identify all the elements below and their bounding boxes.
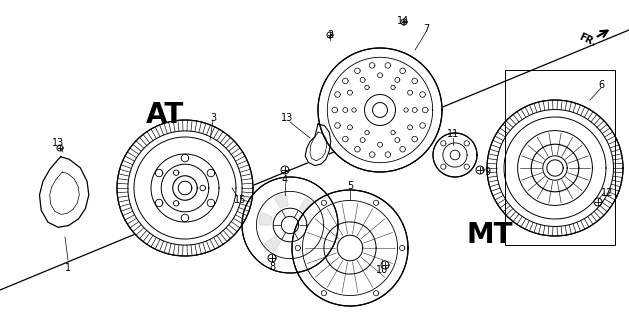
Polygon shape [292, 190, 408, 306]
Polygon shape [487, 100, 623, 236]
Polygon shape [292, 242, 306, 256]
Polygon shape [433, 133, 477, 177]
Polygon shape [305, 124, 331, 166]
Polygon shape [117, 120, 253, 256]
Text: 10: 10 [376, 265, 388, 275]
Polygon shape [318, 48, 442, 172]
Text: 9: 9 [484, 167, 490, 177]
Polygon shape [265, 236, 281, 252]
Text: 14: 14 [397, 16, 409, 26]
Polygon shape [299, 198, 315, 214]
Bar [505, 70, 615, 245]
Text: 4: 4 [282, 175, 288, 185]
Text: AT: AT [146, 101, 184, 129]
Text: 1: 1 [65, 263, 71, 273]
Polygon shape [40, 157, 89, 227]
Text: 11: 11 [447, 129, 459, 139]
Text: 2: 2 [327, 30, 333, 40]
Polygon shape [274, 194, 288, 208]
Text: 3: 3 [210, 113, 216, 123]
Text: 12: 12 [601, 188, 613, 198]
Text: MT: MT [467, 221, 513, 249]
Text: 13: 13 [281, 113, 293, 123]
Text: 7: 7 [423, 24, 429, 34]
Text: 5: 5 [347, 181, 353, 191]
Polygon shape [242, 177, 338, 273]
Polygon shape [259, 212, 272, 225]
Text: 15: 15 [234, 195, 246, 205]
Text: 6: 6 [598, 80, 604, 90]
Text: 13: 13 [52, 138, 64, 148]
Polygon shape [308, 225, 321, 238]
Text: FR.: FR. [577, 32, 598, 48]
Text: 8: 8 [269, 262, 275, 272]
